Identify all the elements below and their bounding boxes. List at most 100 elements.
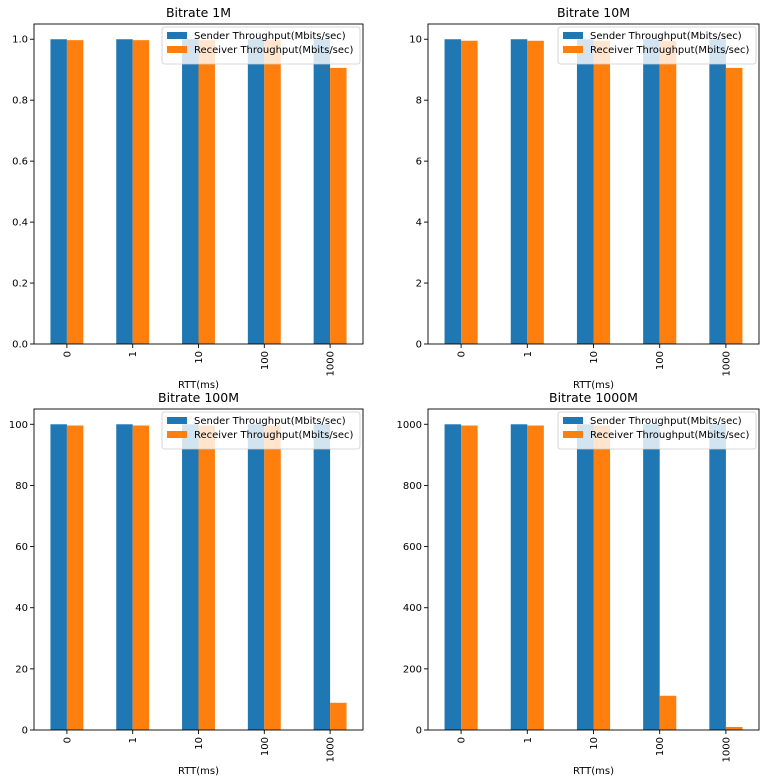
legend-box [161,26,361,65]
legend: Sender Throughput(Mbits/sec) Receiver Thr… [557,26,757,65]
legend-label-receiver: Receiver Throughput(Mbits/sec) [590,45,750,56]
legend-swatch-sender [563,32,583,39]
bar-receiver-0 [461,425,478,730]
bar-sender-1 [116,39,133,344]
bar-receiver-1 [132,40,150,345]
y-tick-label: 200 [403,664,422,675]
x-tick-label: 10 [194,737,205,750]
chart-title: Bitrate 10M [557,5,630,20]
y-tick-label: 8 [416,96,422,107]
bar-receiver-1000 [330,67,347,344]
bar-sender-0 [444,39,462,344]
bar-receiver-1 [527,425,544,730]
y-tick-label: 0.0 [12,340,28,351]
chart-panel-0: 0.0 0.2 0.4 0.6 0.8 1.0 0 1 10 100 1000 RTT(ms) Bitr… [12,5,364,391]
bar-sender-100 [643,424,660,730]
legend-swatch-sender [167,32,187,39]
legend-label-receiver: Receiver Throughput(Mbits/sec) [194,45,354,56]
bar-sender-10 [182,39,199,344]
legend-swatch-receiver [167,46,187,53]
y-tick-label: 20 [15,664,28,675]
bar-receiver-0 [461,40,478,345]
bar-receiver-0 [66,40,84,345]
legend-swatch-receiver [563,431,583,438]
bar-sender-100 [643,39,660,344]
x-tick-label: 1000 [326,351,337,376]
bar-sender-1 [510,39,528,344]
y-tick-label: 100 [9,420,28,431]
y-tick-label: 800 [403,481,422,492]
x-tick-label: 10 [589,351,600,364]
x-tick-label: 1 [523,351,534,357]
y-tick-label: 60 [15,542,28,553]
y-tick-label: 1.0 [12,35,28,46]
legend-label-sender: Sender Throughput(Mbits/sec) [194,416,346,427]
x-tick-label: 10 [194,351,205,364]
chart-title: Bitrate 1000M [549,390,638,405]
legend-swatch-receiver [563,46,583,53]
bar-sender-100 [247,424,265,730]
bar-receiver-100 [659,695,677,730]
bar-sender-10 [576,39,594,344]
y-tick-label: 4 [416,218,422,229]
bar-receiver-10 [593,425,611,730]
legend-label-sender: Sender Throughput(Mbits/sec) [590,416,742,427]
bar-sender-1 [116,424,133,730]
bar-sender-1 [510,424,528,730]
chart-title: Bitrate 1M [166,5,231,20]
chart-panel-3: 0 200 400 600 800 1000 0 1 10 100 1000 RTT(ms) Bitra… [397,390,760,777]
legend-label-receiver: Receiver Throughput(Mbits/sec) [194,430,354,441]
x-tick-label: 10 [589,737,600,750]
bar-receiver-1 [527,40,544,345]
y-tick-label: 0 [22,726,28,737]
x-tick-label: 1000 [721,351,732,376]
legend: Sender Throughput(Mbits/sec) Receiver Thr… [161,26,361,65]
bar-sender-0 [50,39,67,344]
bar-receiver-1000 [725,67,743,344]
bar-sender-100 [247,39,265,344]
bar-receiver-10 [198,40,215,345]
y-tick-label: 0 [416,340,422,351]
bar-receiver-10 [593,40,611,345]
x-tick-label: 0 [457,351,468,357]
bar-receiver-0 [66,425,84,730]
bar-receiver-100 [264,40,281,345]
bar-receiver-10 [198,425,215,730]
y-tick-label: 600 [403,542,422,553]
bar-sender-1000 [313,39,331,344]
x-tick-label: 100 [655,351,666,370]
legend-label-sender: Sender Throughput(Mbits/sec) [194,31,346,42]
x-tick-label: 1 [523,737,534,743]
x-axis-label: RTT(ms) [178,766,219,777]
x-tick-label: 0 [62,737,73,743]
bar-sender-1000 [709,39,726,344]
x-tick-label: 0 [457,737,468,743]
y-tick-label: 2 [416,279,422,290]
bar-sender-1000 [313,424,331,730]
bar-receiver-1000 [330,702,347,730]
bar-receiver-1000 [725,726,743,730]
y-tick-label: 40 [15,603,28,614]
y-tick-label: 6 [416,157,422,168]
legend-swatch-sender [563,417,583,424]
chart-title: Bitrate 100M [158,390,239,405]
y-tick-label: 10 [409,35,422,46]
y-tick-label: 1000 [397,420,422,431]
x-tick-label: 1 [128,351,139,357]
bar-sender-0 [50,424,67,730]
legend-label-receiver: Receiver Throughput(Mbits/sec) [590,430,750,441]
legend-swatch-receiver [167,431,187,438]
y-tick-label: 80 [15,481,28,492]
y-tick-label: 0.2 [12,279,28,290]
legend-swatch-sender [167,417,187,424]
x-tick-label: 0 [62,351,73,357]
bar-receiver-1 [132,425,150,730]
legend: Sender Throughput(Mbits/sec) Receiver Thr… [557,411,757,450]
legend-box [557,411,757,450]
legend: Sender Throughput(Mbits/sec) Receiver Thr… [161,411,361,450]
x-axis-label: RTT(ms) [178,380,219,391]
bar-sender-10 [182,424,199,730]
